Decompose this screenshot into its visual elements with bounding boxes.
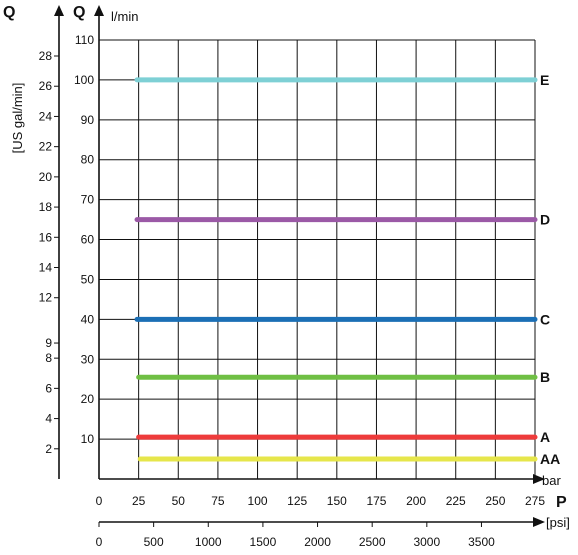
y-axis-symbol: Q [73, 4, 85, 21]
x-tick-label: 175 [366, 494, 386, 508]
y-axis-arrow [94, 5, 104, 16]
x-axis-arrow [533, 474, 545, 484]
x2-axis-unit: [psi] [546, 515, 570, 530]
x-tick-label: 275 [525, 494, 545, 508]
y2-tick-label: 22 [39, 140, 53, 154]
y2-tick-label: 6 [45, 381, 52, 395]
x-axis-unit: bar [542, 473, 561, 488]
y-tick-label: 60 [81, 233, 95, 247]
series-label: D [540, 212, 550, 228]
x-tick-label: 125 [287, 494, 307, 508]
series-label: B [540, 369, 550, 385]
x-tick-label: 250 [485, 494, 505, 508]
y2-tick-label: 18 [39, 200, 53, 214]
x2-tick-label: 1500 [250, 535, 277, 549]
series-lines [134, 77, 538, 462]
y2-tick-label: 16 [39, 230, 53, 244]
x2-tick-label: 2500 [359, 535, 386, 549]
y-tick-label: 70 [81, 193, 95, 207]
x-tick-label: 0 [96, 494, 103, 508]
y2-tick-label: 9 [45, 336, 52, 350]
x2-tick-label: 3500 [468, 535, 495, 549]
y2-tick-label: 12 [39, 291, 53, 305]
y2-axis-unit: [US gal/min] [10, 83, 25, 154]
x-tick-label: 200 [406, 494, 426, 508]
x-tick-label: 100 [248, 494, 268, 508]
x-axis-symbol: P [556, 494, 567, 511]
series-label: C [540, 311, 550, 327]
y2-tick-label: 4 [45, 412, 52, 426]
x-tick-label: 225 [446, 494, 466, 508]
x2-axis-arrow [533, 517, 545, 527]
y2-tick-label: 28 [39, 49, 53, 63]
y2-tick-label: 24 [39, 109, 53, 123]
y-tick-label: 100 [74, 73, 94, 87]
series-label: E [540, 72, 549, 88]
y-tick-label: 20 [81, 392, 95, 406]
y2-axis-symbol: Q [3, 4, 15, 21]
y-tick-label: 90 [81, 113, 95, 127]
grid [99, 39, 536, 479]
y-axis-unit: l/min [111, 9, 138, 24]
y2-tick-label: 20 [39, 170, 53, 184]
series-label: AA [540, 451, 560, 467]
y-tick-label: 40 [81, 312, 95, 326]
y2-tick-label: 8 [45, 351, 52, 365]
series-label: A [540, 429, 550, 445]
x2-tick-label: 0 [96, 535, 103, 549]
x2-tick-label: 2000 [304, 535, 331, 549]
y-tick-label: 30 [81, 352, 95, 366]
y-tick-label: 10 [81, 432, 95, 446]
y-tick-label: 50 [81, 272, 95, 286]
y2-tick-label: 2 [45, 442, 52, 456]
x2-tick-label: 3000 [413, 535, 440, 549]
y2-tick-label: 26 [39, 79, 53, 93]
x-tick-label: 75 [211, 494, 225, 508]
x2-tick-label: 500 [144, 535, 164, 549]
y-tick-label: 110 [75, 33, 94, 47]
axes: 1020304050607080901001102468912141618202… [39, 5, 545, 549]
x2-tick-label: 1000 [195, 535, 222, 549]
x-tick-label: 25 [132, 494, 146, 508]
x-tick-label: 150 [327, 494, 347, 508]
y2-tick-label: 14 [39, 261, 53, 275]
y-tick-label: 80 [81, 153, 95, 167]
axis-labels: Q Q l/min [US gal/min] bar P [psi] E D C B A… [3, 4, 570, 530]
y2-axis-arrow [54, 5, 64, 16]
x-tick-label: 50 [172, 494, 186, 508]
